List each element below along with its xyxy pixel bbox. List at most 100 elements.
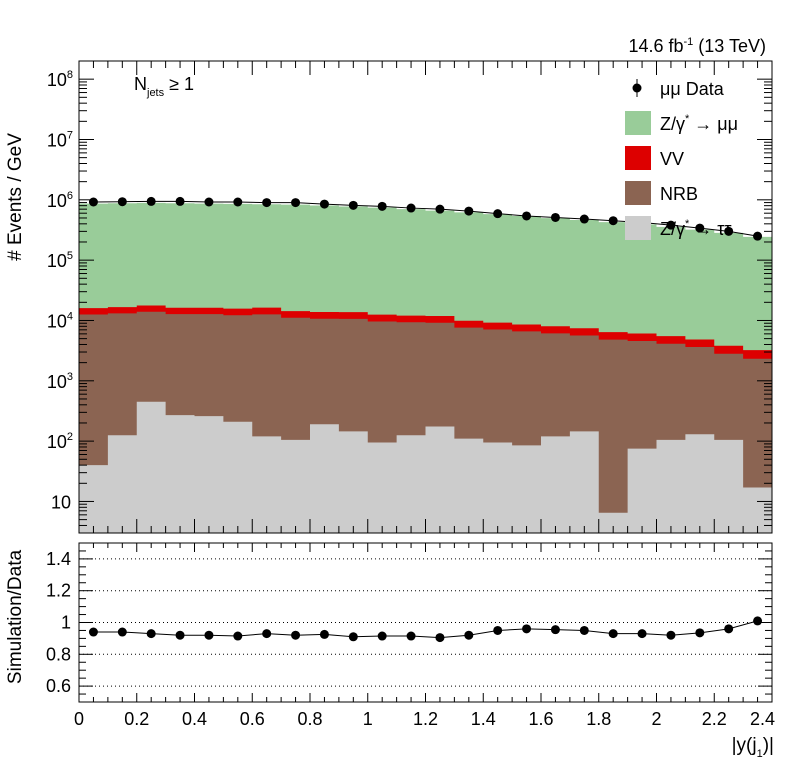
data-point [493, 209, 503, 219]
luminosity-main: 14.6 fb [628, 36, 683, 56]
ratio-point [262, 629, 272, 639]
legend-swatch [625, 111, 651, 135]
ratio-gridlines [79, 558, 772, 687]
y-tick-label-exp: 3 [67, 371, 73, 383]
y-tick-label: 103 [47, 371, 73, 392]
data-points [88, 196, 763, 241]
ratio-y-tick-label: 1.4 [46, 549, 71, 569]
ratio-point [695, 628, 705, 638]
ratio-points [88, 616, 763, 643]
data-point [146, 196, 156, 206]
ratio-point [637, 629, 647, 639]
njets-annotation: Njets ≥ 1 [134, 74, 194, 99]
ratio-point [319, 629, 329, 639]
ratio-point [117, 627, 127, 637]
ratio-point [377, 631, 387, 641]
ratio-line [93, 620, 758, 639]
data-point [608, 216, 618, 226]
ratio-point [579, 625, 589, 635]
data-point [464, 206, 474, 216]
ratio-point [464, 630, 474, 640]
ratio-point [204, 630, 214, 640]
ratio-point [522, 624, 532, 634]
x-tick-label: 2 [651, 709, 661, 729]
ratio-point [175, 630, 185, 640]
legend-label-rest: → μμ [689, 114, 738, 134]
x-tick-label: 1.6 [528, 709, 553, 729]
ratio-point [233, 631, 243, 641]
x-tick-label: 1 [363, 709, 373, 729]
njets-main: N [134, 74, 147, 94]
x-axis-title-sub: 1 [757, 748, 763, 760]
data-point [233, 197, 243, 207]
y-tick-label-base: 10 [47, 251, 67, 271]
legend-swatch [625, 216, 651, 240]
x-axis-title-main: |y(j [732, 735, 757, 756]
ratio-point [348, 632, 358, 642]
legend-label: Z/γ* → μμ [660, 113, 738, 134]
data-point [88, 197, 98, 207]
ratio-point [724, 624, 734, 634]
legend-label: Z/γ* → ττ [660, 218, 732, 239]
legend-label-sup: * [685, 113, 690, 125]
data-point [522, 211, 532, 221]
y-tick-label-exp: 6 [67, 190, 73, 202]
y-tick-label: 105 [47, 250, 73, 271]
legend-label-sup: * [685, 218, 690, 230]
x-tick-label: 1.8 [586, 709, 611, 729]
y-tick-label-base: 10 [47, 130, 67, 150]
y-tick-label-exp: 8 [67, 69, 73, 81]
luminosity-sup: -1 [684, 36, 694, 48]
y-tick-label: 106 [47, 190, 73, 211]
y-tick-label-base: 10 [47, 432, 67, 452]
ratio-y-tick-label: 1 [61, 613, 71, 633]
y-tick-label-exp: 2 [67, 431, 73, 443]
data-point [175, 196, 185, 206]
data-point [435, 204, 445, 214]
data-point [579, 214, 589, 224]
y-tick-label: 104 [47, 310, 73, 331]
x-tick-label: 1.2 [413, 709, 438, 729]
y-tick-label-base: 10 [47, 70, 67, 90]
legend-data-label: μμ Data [660, 79, 725, 99]
y-tick-label: 10 [51, 492, 71, 512]
x-tick-label: 0.2 [124, 709, 149, 729]
ratio-y-tick-label: 0.6 [46, 676, 71, 696]
data-point [695, 223, 705, 233]
data-point [348, 200, 358, 210]
data-point [753, 231, 763, 241]
ratio-point [406, 631, 416, 641]
ratio-point [88, 627, 98, 637]
x-axis-title: |y(j1)| [732, 735, 774, 760]
ratio-y-tick-label: 0.8 [46, 644, 71, 664]
x-tick-label: 0.6 [240, 709, 265, 729]
x-tick-label: 2.4 [750, 709, 775, 729]
data-point [550, 212, 560, 222]
luminosity-label: 14.6 fb-1 (13 TeV) [628, 36, 766, 56]
y-axis-title: # Events / GeV [5, 133, 26, 261]
legend-label: VV [660, 149, 684, 169]
data-point [204, 197, 214, 207]
ratio-panel-frame [78, 542, 773, 703]
njets-rest: ≥ 1 [164, 74, 194, 94]
x-tick-label: 1.4 [471, 709, 496, 729]
y-tick-label-base: 10 [47, 372, 67, 392]
histogram-z- [79, 401, 772, 533]
data-point [377, 201, 387, 211]
data-point [291, 198, 301, 208]
ratio-point [493, 625, 503, 635]
data-point [406, 203, 416, 213]
njets-sub: jets [146, 87, 165, 99]
ratio-point [146, 629, 156, 639]
y-tick-label-exp: 7 [67, 129, 73, 141]
legend-swatch [625, 181, 651, 205]
y-tick-label: 107 [47, 129, 73, 150]
x-axis-title-end: )| [763, 735, 774, 756]
ratio-y-axis-title: Simulation/Data [5, 550, 26, 685]
legend-data-marker [632, 83, 642, 93]
data-point [117, 197, 127, 207]
legend-label-main: NRB [660, 184, 698, 204]
legend-swatch [625, 146, 651, 170]
legend: μμ Data Z/γ* → μμ VV NRB Z/γ* → ττ [625, 79, 738, 240]
